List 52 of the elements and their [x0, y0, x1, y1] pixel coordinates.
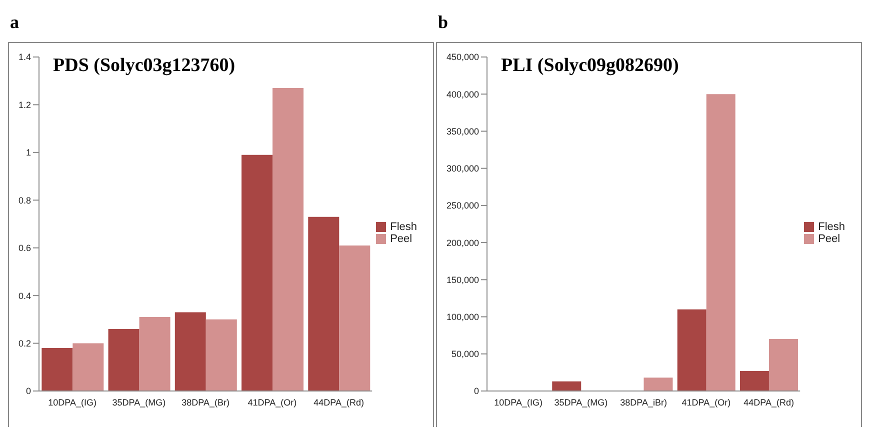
bar — [272, 88, 304, 391]
bar — [242, 154, 273, 391]
y-tick-label: 100,000 — [446, 312, 479, 322]
y-tick-label: 0.4 — [18, 290, 31, 301]
y-tick-label: 150,000 — [446, 274, 479, 285]
bar — [706, 94, 736, 391]
x-tick-label: 10DPA_(IG) — [494, 397, 542, 408]
bar — [206, 319, 237, 391]
y-tick-label: 0.6 — [18, 243, 31, 254]
bar — [677, 309, 706, 391]
chart-title: PDS (Solyc03g123760) — [53, 55, 236, 77]
x-tick-label: 38DPA_iBr) — [620, 397, 667, 408]
chart-title: PLI (Solyc09g082690) — [501, 55, 679, 77]
y-tick-label: 0.2 — [18, 338, 31, 348]
y-tick-label: 450,000 — [446, 52, 479, 62]
y-tick-label: 50,000 — [451, 349, 479, 360]
y-tick-label: 350,000 — [446, 126, 479, 136]
x-tick-label: 44DPA_(Rd) — [314, 397, 364, 408]
legend-label: Flesh — [818, 221, 845, 233]
x-tick-label: 41DPA_(Or) — [682, 397, 731, 408]
bar — [740, 370, 769, 391]
y-tick-label: 1.4 — [18, 52, 31, 62]
y-tick-label: 1 — [26, 148, 31, 158]
legend-label: Peel — [818, 233, 840, 245]
bar — [174, 312, 206, 391]
x-tick-label: 38DPA_(Br) — [182, 397, 230, 408]
x-tick-label: 35DPA_(MG) — [554, 397, 608, 408]
text: a — [10, 12, 19, 32]
bar — [768, 339, 798, 391]
x-tick-label: 41DPA_(Or) — [248, 397, 297, 408]
y-tick-label: 300,000 — [446, 164, 479, 174]
legend-label: Flesh — [390, 221, 417, 233]
bar — [552, 381, 582, 391]
y-tick-label: 0 — [474, 386, 479, 396]
legend-label: Peel — [390, 233, 412, 245]
x-tick-label: 44DPA_(Rd) — [744, 397, 794, 408]
y-tick-label: 0 — [26, 386, 31, 396]
y-tick-label: 0.8 — [18, 195, 31, 206]
bar — [42, 348, 73, 391]
bar — [139, 317, 170, 391]
bar — [644, 378, 673, 391]
text: b — [438, 12, 448, 32]
y-tick-label: 400,000 — [446, 89, 479, 100]
y-tick-label: 250,000 — [446, 200, 479, 211]
bar — [308, 216, 340, 391]
bar — [108, 328, 140, 391]
bar — [72, 343, 104, 391]
y-tick-label: 200,000 — [446, 238, 479, 248]
x-tick-label: 35DPA_(MG) — [112, 397, 166, 408]
bar — [339, 245, 370, 391]
y-tick-label: 1.2 — [18, 100, 31, 110]
x-tick-label: 10DPA_(IG) — [48, 397, 96, 408]
